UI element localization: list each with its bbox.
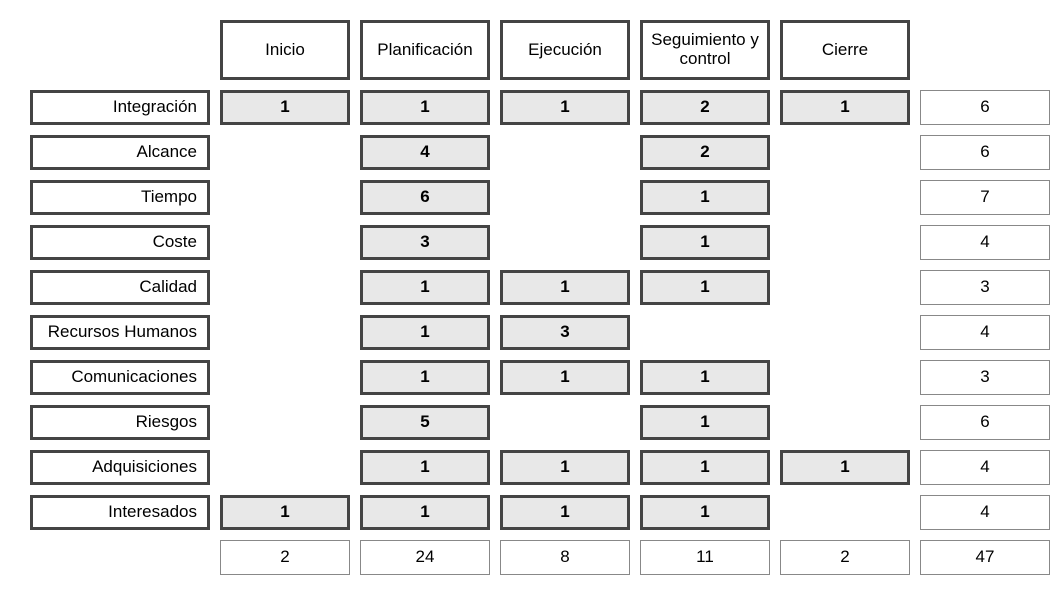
grand-total: 47 <box>920 540 1050 575</box>
value-cell: 2 <box>640 135 770 170</box>
value-cell: 1 <box>500 270 630 305</box>
value-cell: 1 <box>500 495 630 530</box>
empty-cell <box>640 315 770 350</box>
column-total: 24 <box>360 540 490 575</box>
row-total: 6 <box>920 135 1050 170</box>
matrix-table: InicioPlanificaciónEjecuciónSeguimiento … <box>30 20 1028 575</box>
value-cell: 1 <box>220 495 350 530</box>
corner-top-left <box>30 20 210 80</box>
empty-cell <box>780 315 910 350</box>
empty-cell <box>220 135 350 170</box>
empty-cell <box>220 270 350 305</box>
empty-cell <box>220 225 350 260</box>
empty-cell <box>500 180 630 215</box>
value-cell: 1 <box>500 360 630 395</box>
value-cell: 1 <box>780 90 910 125</box>
value-cell: 1 <box>360 495 490 530</box>
column-header: Planificación <box>360 20 490 80</box>
row-label: Coste <box>30 225 210 260</box>
column-header: Seguimiento y control <box>640 20 770 80</box>
column-total: 11 <box>640 540 770 575</box>
value-cell: 2 <box>640 90 770 125</box>
value-cell: 3 <box>500 315 630 350</box>
corner-bottom-left <box>30 540 210 575</box>
value-cell: 1 <box>500 450 630 485</box>
row-total: 6 <box>920 90 1050 125</box>
value-cell: 1 <box>360 450 490 485</box>
row-label: Riesgos <box>30 405 210 440</box>
row-label: Interesados <box>30 495 210 530</box>
empty-cell <box>220 360 350 395</box>
column-header: Cierre <box>780 20 910 80</box>
empty-cell <box>220 315 350 350</box>
column-total: 8 <box>500 540 630 575</box>
column-total: 2 <box>220 540 350 575</box>
value-cell: 1 <box>640 180 770 215</box>
row-total: 3 <box>920 270 1050 305</box>
value-cell: 5 <box>360 405 490 440</box>
row-label: Integración <box>30 90 210 125</box>
row-label: Recursos Humanos <box>30 315 210 350</box>
empty-cell <box>220 180 350 215</box>
empty-cell <box>500 405 630 440</box>
column-header: Inicio <box>220 20 350 80</box>
value-cell: 1 <box>360 90 490 125</box>
value-cell: 1 <box>640 270 770 305</box>
row-label: Adquisiciones <box>30 450 210 485</box>
value-cell: 6 <box>360 180 490 215</box>
row-total: 4 <box>920 495 1050 530</box>
value-cell: 1 <box>360 315 490 350</box>
value-cell: 1 <box>640 360 770 395</box>
row-label: Comunicaciones <box>30 360 210 395</box>
row-total: 4 <box>920 450 1050 485</box>
corner-top-right <box>920 20 1050 80</box>
value-cell: 3 <box>360 225 490 260</box>
row-total: 7 <box>920 180 1050 215</box>
value-cell: 1 <box>640 495 770 530</box>
empty-cell <box>220 405 350 440</box>
empty-cell <box>780 135 910 170</box>
empty-cell <box>500 135 630 170</box>
empty-cell <box>780 495 910 530</box>
value-cell: 1 <box>360 360 490 395</box>
empty-cell <box>780 360 910 395</box>
value-cell: 1 <box>640 225 770 260</box>
column-header: Ejecución <box>500 20 630 80</box>
row-total: 4 <box>920 315 1050 350</box>
row-total: 6 <box>920 405 1050 440</box>
column-total: 2 <box>780 540 910 575</box>
value-cell: 1 <box>640 405 770 440</box>
row-total: 4 <box>920 225 1050 260</box>
empty-cell <box>220 450 350 485</box>
value-cell: 1 <box>640 450 770 485</box>
row-total: 3 <box>920 360 1050 395</box>
empty-cell <box>780 225 910 260</box>
value-cell: 1 <box>500 90 630 125</box>
row-label: Calidad <box>30 270 210 305</box>
empty-cell <box>780 405 910 440</box>
value-cell: 1 <box>220 90 350 125</box>
row-label: Alcance <box>30 135 210 170</box>
empty-cell <box>780 180 910 215</box>
value-cell: 1 <box>780 450 910 485</box>
empty-cell <box>780 270 910 305</box>
value-cell: 1 <box>360 270 490 305</box>
empty-cell <box>500 225 630 260</box>
value-cell: 4 <box>360 135 490 170</box>
row-label: Tiempo <box>30 180 210 215</box>
